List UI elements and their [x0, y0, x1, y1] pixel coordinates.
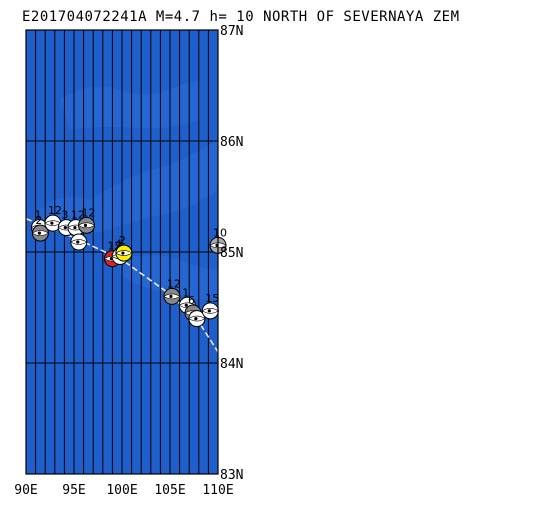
focal-mechanism — [188, 310, 206, 328]
longitude-label: 110E — [202, 483, 233, 498]
longitude-label: 95E — [62, 483, 85, 498]
beachball-center — [63, 225, 67, 230]
mechanism-label: 1 — [34, 209, 41, 222]
land-shape — [40, 140, 218, 234]
latitude-label: 84N — [220, 357, 243, 372]
beachball-center — [194, 317, 198, 321]
beachball-center — [184, 303, 188, 307]
beachball-center — [121, 251, 125, 255]
beachball-center — [169, 294, 173, 298]
longitude-label: 100E — [106, 483, 137, 498]
focal-mechanism: 2 — [115, 234, 133, 262]
beachball-center — [37, 231, 42, 235]
map-title: E201704072241A M=4.7 h= 10 NORTH OF SEVE… — [22, 9, 460, 25]
mechanism-label: 10 — [213, 226, 227, 239]
mechanism-label: 4 — [115, 237, 122, 250]
mechanism-label: 1 — [182, 286, 189, 299]
latitude-label: 85N — [220, 246, 243, 261]
focal-mechanism: 12 — [44, 204, 62, 232]
map-frame — [25, 29, 219, 475]
beachball-center — [83, 223, 88, 227]
latitude-label: 83N — [220, 468, 243, 483]
focal-mechanism: 15 — [201, 292, 219, 320]
mechanism-label: 2 — [35, 214, 42, 227]
focal-mechanism: 12 — [163, 277, 181, 305]
beachball-center — [207, 309, 211, 313]
latitude-labels: 87N 86N 85N 84N 83N — [220, 24, 243, 483]
beachball-center — [73, 225, 77, 230]
mechanism-label: 2 — [119, 234, 126, 247]
land-shape — [60, 80, 200, 130]
land-shape — [120, 255, 218, 300]
mechanism-label: 12 — [48, 204, 62, 217]
beachball-center — [76, 240, 80, 244]
mechanism-label: 3 — [61, 209, 68, 222]
beachball-center — [50, 221, 54, 225]
mechanism-label: 6 — [188, 294, 195, 307]
mechanism-label: 15 — [205, 292, 219, 305]
longitude-label: 105E — [154, 483, 185, 498]
focal-mechanism: 12 — [77, 206, 95, 234]
focal-mechanism: 2 — [31, 214, 49, 242]
plate-boundary-line — [25, 217, 219, 353]
longitude-label: 90E — [14, 483, 37, 498]
mechanism-label: 12 — [71, 209, 85, 222]
focal-mechanism — [70, 233, 88, 251]
mechanism-label: 12 — [167, 277, 181, 290]
latitude-label: 86N — [220, 135, 243, 150]
land-shading — [40, 80, 218, 300]
longitude-labels: 90E 95E 100E 105E 110E — [14, 483, 233, 498]
mechanism-label: 12 — [81, 206, 95, 219]
latitude-label: 87N — [220, 24, 243, 39]
